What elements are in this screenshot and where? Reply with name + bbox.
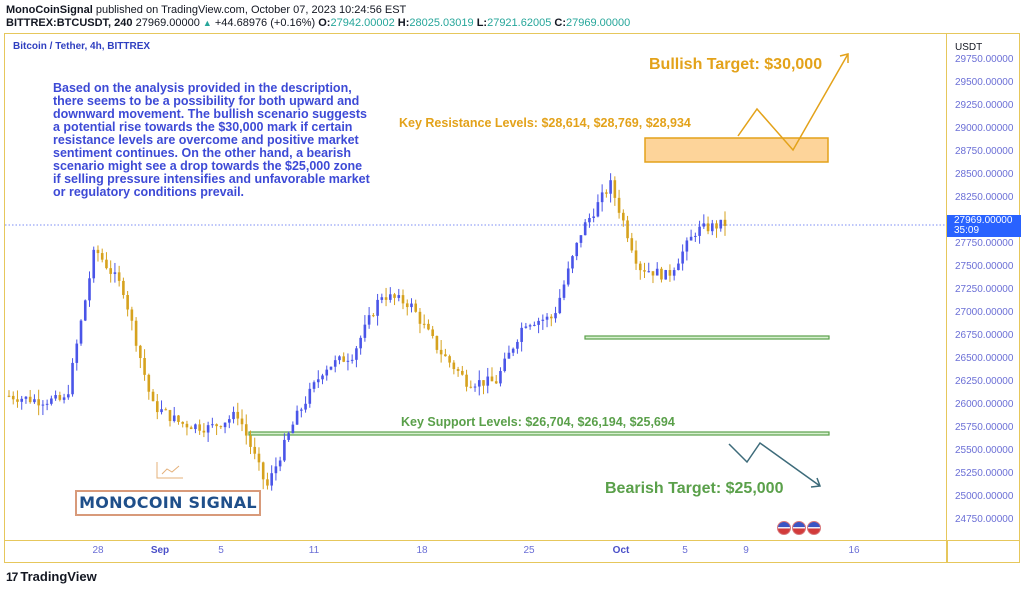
price-tick-label: 26500.00000 xyxy=(955,353,1014,364)
ohlc-bar: BITTREX:BTCUSDT, 240 27969.00000 ▲ +44.6… xyxy=(6,17,630,29)
bearish-target-label: Bearish Target: $25,000 xyxy=(605,480,784,497)
time-tick-label: 5 xyxy=(218,545,224,556)
high-value: 28025.03019 xyxy=(409,17,474,29)
resistance-label: Key Resistance Levels: $28,614, $28,769,… xyxy=(399,116,691,130)
time-axis[interactable]: 28 Sep 5 11 18 25 Oct 5 9 16 xyxy=(5,540,1019,563)
price-tick-label: 26250.00000 xyxy=(955,376,1014,387)
axis-corner xyxy=(946,541,948,563)
last-price-tag: 27969.00000 35:09 xyxy=(947,215,1021,237)
bullish-path-arrow[interactable] xyxy=(737,53,849,152)
price-tick-label: 28250.00000 xyxy=(955,192,1014,203)
tradingview-mark-icon: 17 xyxy=(6,569,18,584)
high-label: H: xyxy=(397,17,410,29)
time-tick-label: 5 xyxy=(682,545,688,556)
price-tick-label: 29250.00000 xyxy=(955,100,1014,111)
time-tick-label: 16 xyxy=(848,545,860,556)
us-flag-event-icon[interactable] xyxy=(777,521,791,535)
last-price: 27969.00000 xyxy=(135,17,200,29)
open-label: O: xyxy=(318,17,331,29)
publish-info: MonoCoinSignal published on TradingView.… xyxy=(6,4,406,16)
support-line-lower[interactable] xyxy=(248,431,830,436)
price-axis[interactable]: USDT 29750.00000 29500.00000 29250.00000 29… xyxy=(946,34,1021,540)
price-tick-label: 25000.00000 xyxy=(955,491,1014,502)
time-tick-label: 18 xyxy=(416,545,428,556)
price-tick-label: 26750.00000 xyxy=(955,330,1014,341)
bullish-target-label: Bullish Target: $30,000 xyxy=(649,56,823,73)
axis-unit-label[interactable]: USDT xyxy=(955,42,983,53)
close-label: C: xyxy=(554,17,566,29)
price-tick-label: 29750.00000 xyxy=(955,54,1014,65)
support-line-upper[interactable] xyxy=(584,335,830,340)
brand-watermark: MONOCOIN SIGNAL xyxy=(75,490,261,516)
price-tick-label: 28500.00000 xyxy=(955,169,1014,180)
bar-countdown: 35:09 xyxy=(954,225,980,236)
bearish-arrowhead-icon xyxy=(810,477,822,488)
price-tick-label: 24750.00000 xyxy=(955,514,1014,525)
low-label: L: xyxy=(476,17,488,29)
low-value: 27921.62005 xyxy=(487,17,552,29)
price-tick-label: 27500.00000 xyxy=(955,261,1014,272)
price-change: +44.68976 (+0.16%) xyxy=(214,17,316,29)
price-tick-label: 27750.00000 xyxy=(955,238,1014,249)
price-tick-label: 25500.00000 xyxy=(955,445,1014,456)
price-tick-label: 28750.00000 xyxy=(955,146,1014,157)
candlestick-chart[interactable] xyxy=(5,34,946,540)
author-name[interactable]: MonoCoinSignal xyxy=(6,4,93,16)
tradingview-wordmark: TradingView xyxy=(20,569,97,584)
plot-area[interactable]: Bitcoin / Tether, 4h, BITTREX Based on t… xyxy=(5,34,946,540)
close-value: 27969.00000 xyxy=(565,17,631,29)
tradingview-logo[interactable]: 17 TradingView xyxy=(6,569,97,584)
price-tick-label: 25750.00000 xyxy=(955,422,1014,433)
price-tick-label: 25250.00000 xyxy=(955,468,1014,479)
analysis-description: Based on the analysis provided in the de… xyxy=(53,81,370,199)
price-tick-label: 27000.00000 xyxy=(955,307,1014,318)
time-tick-label: Oct xyxy=(612,545,630,556)
time-tick-label: 11 xyxy=(308,545,320,556)
symbol-title[interactable]: Bitcoin / Tether, 4h, BITTREX xyxy=(13,41,151,52)
chart-trend-icon xyxy=(156,462,183,479)
candles-group xyxy=(7,173,727,491)
time-tick-label: Sep xyxy=(150,545,170,556)
symbol-interval: BITTREX:BTCUSDT, 240 xyxy=(6,17,133,29)
last-price-tag-value: 27969.00000 xyxy=(954,215,1013,226)
bearish-path-arrow[interactable] xyxy=(728,441,821,487)
resistance-zone[interactable] xyxy=(644,137,829,163)
time-tick-label: 25 xyxy=(523,545,535,556)
support-label: Key Support Levels: $26,704, $26,194, $2… xyxy=(401,415,675,429)
price-tick-label: 29000.00000 xyxy=(955,123,1014,134)
price-tick-label: 29500.00000 xyxy=(955,77,1014,88)
published-text: published on TradingView.com, October 07… xyxy=(95,4,407,16)
us-flag-event-icon[interactable] xyxy=(807,521,821,535)
bullish-arrowhead-icon xyxy=(839,53,849,63)
us-flag-event-icon[interactable] xyxy=(792,521,806,535)
time-tick-label: 9 xyxy=(743,545,749,556)
chart-frame: Bitcoin / Tether, 4h, BITTREX Based on t… xyxy=(4,33,1021,563)
price-tick-label: 27250.00000 xyxy=(955,284,1014,295)
open-value: 27942.00002 xyxy=(330,17,395,29)
price-tick-label: 26000.00000 xyxy=(955,399,1014,410)
up-arrow-icon: ▲ xyxy=(202,18,212,28)
time-tick-label: 28 xyxy=(92,545,104,556)
